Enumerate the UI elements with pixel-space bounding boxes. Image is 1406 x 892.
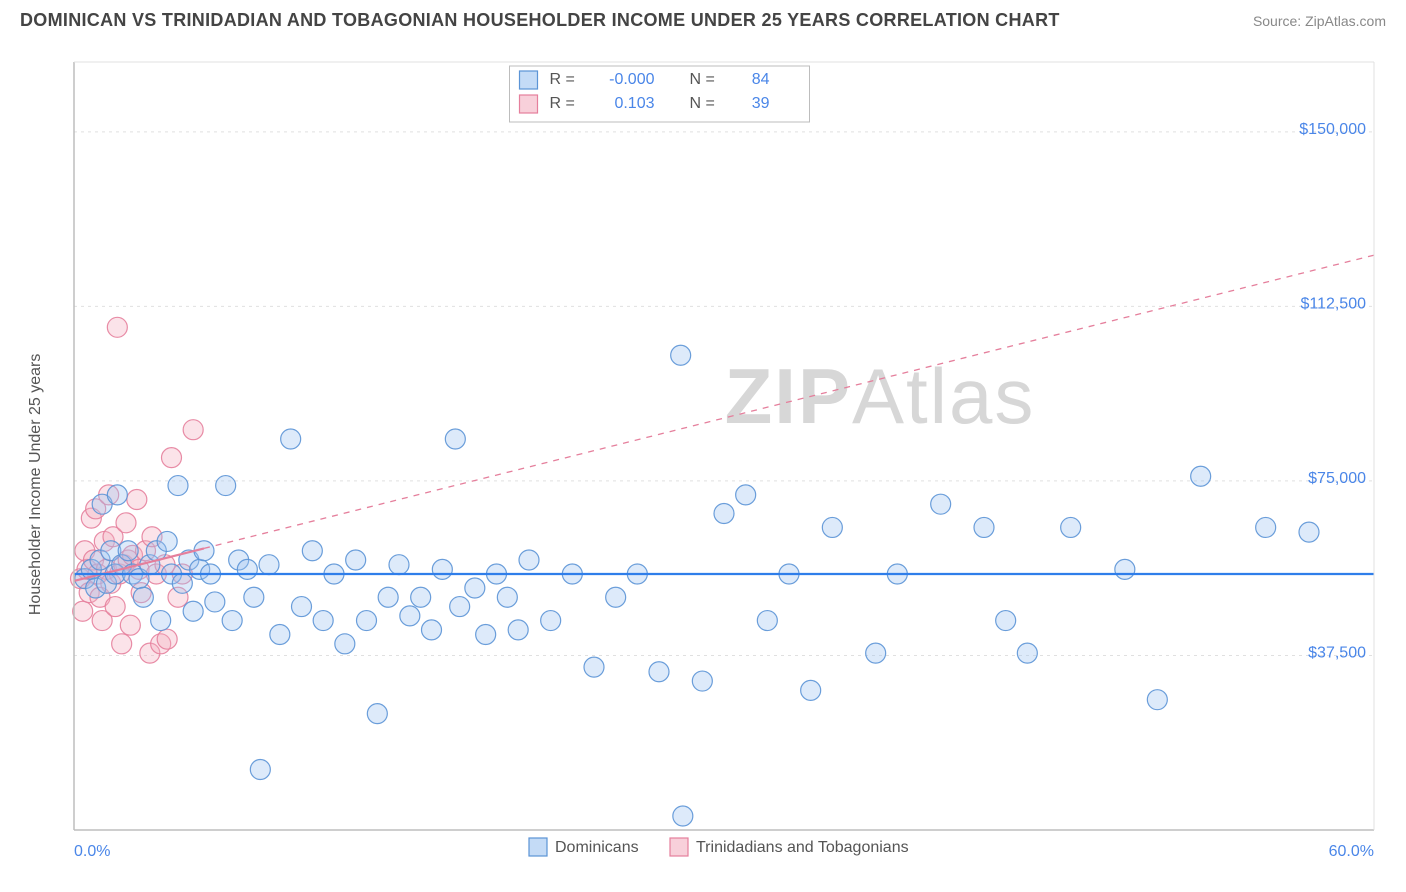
- scatter-point-dominican: [974, 517, 994, 537]
- scatter-point-dominican: [281, 429, 301, 449]
- scatter-point-dominican: [1256, 517, 1276, 537]
- scatter-point-dominican: [335, 634, 355, 654]
- scatter-point-dominican: [367, 704, 387, 724]
- scatter-point-dominican: [250, 759, 270, 779]
- scatter-point-dominican: [422, 620, 442, 640]
- scatter-point-dominican: [270, 625, 290, 645]
- scatter-point-dominican: [237, 559, 257, 579]
- scatter-point-trinidadian: [112, 634, 132, 654]
- scatter-point-dominican: [216, 476, 236, 496]
- scatter-point-dominican: [757, 611, 777, 631]
- scatter-point-dominican: [411, 587, 431, 607]
- stat-n-value: 84: [752, 71, 770, 88]
- legend-label: Dominicans: [555, 839, 639, 856]
- stat-n-value: 39: [752, 95, 770, 112]
- scatter-point-trinidadian: [183, 420, 203, 440]
- x-tick-label: 0.0%: [74, 843, 110, 860]
- scatter-point-dominican: [1147, 690, 1167, 710]
- scatter-point-dominican: [313, 611, 333, 631]
- scatter-point-dominican: [259, 555, 279, 575]
- scatter-point-dominican: [168, 476, 188, 496]
- scatter-point-dominican: [931, 494, 951, 514]
- scatter-point-dominican: [465, 578, 485, 598]
- scatter-point-dominican: [1191, 466, 1211, 486]
- scatter-point-dominican: [118, 541, 138, 561]
- stat-r-value: 0.103: [614, 95, 654, 112]
- scatter-point-dominican: [519, 550, 539, 570]
- legend-swatch: [670, 838, 688, 856]
- scatter-point-dominican: [222, 611, 242, 631]
- scatter-point-dominican: [450, 597, 470, 617]
- stats-swatch: [520, 95, 538, 113]
- scatter-point-dominican: [692, 671, 712, 691]
- scatter-point-dominican: [508, 620, 528, 640]
- scatter-point-dominican: [389, 555, 409, 575]
- scatter-point-dominican: [292, 597, 312, 617]
- stats-swatch: [520, 71, 538, 89]
- scatter-point-dominican: [107, 485, 127, 505]
- y-tick-label: $150,000: [1299, 121, 1366, 138]
- scatter-point-dominican: [736, 485, 756, 505]
- scatter-point-dominican: [541, 611, 561, 631]
- scatter-point-dominican: [1299, 522, 1319, 542]
- stat-n-label: N =: [690, 95, 715, 112]
- scatter-point-dominican: [584, 657, 604, 677]
- scatter-point-dominican: [244, 587, 264, 607]
- scatter-point-dominican: [346, 550, 366, 570]
- legend-label: Trinidadians and Tobagonians: [696, 839, 909, 856]
- scatter-point-dominican: [673, 806, 693, 826]
- scatter-point-trinidadian: [105, 597, 125, 617]
- scatter-point-dominican: [649, 662, 669, 682]
- scatter-point-trinidadian: [157, 629, 177, 649]
- y-tick-label: $112,500: [1300, 296, 1366, 313]
- scatter-point-dominican: [133, 587, 153, 607]
- stat-n-label: N =: [690, 71, 715, 88]
- chart-title: DOMINICAN VS TRINIDADIAN AND TOBAGONIAN …: [20, 10, 1060, 31]
- legend-swatch: [529, 838, 547, 856]
- plot-area: [74, 62, 1374, 830]
- scatter-point-dominican: [432, 559, 452, 579]
- scatter-point-dominican: [1017, 643, 1037, 663]
- scatter-point-dominican: [801, 680, 821, 700]
- scatter-point-dominican: [400, 606, 420, 626]
- scatter-point-dominican: [606, 587, 626, 607]
- scatter-point-dominican: [714, 503, 734, 523]
- scatter-point-dominican: [866, 643, 886, 663]
- scatter-point-dominican: [1061, 517, 1081, 537]
- scatter-point-dominican: [302, 541, 322, 561]
- source-attribution: Source: ZipAtlas.com: [1253, 13, 1386, 29]
- y-tick-label: $75,000: [1308, 470, 1366, 487]
- scatter-point-dominican: [357, 611, 377, 631]
- scatter-point-dominican: [1115, 559, 1135, 579]
- correlation-chart: ZIPAtlas $37,500 $75,000 $112,500 $150,000 0.…: [20, 42, 1386, 872]
- scatter-point-dominican: [822, 517, 842, 537]
- scatter-point-trinidadian: [116, 513, 136, 533]
- stat-r-value: -0.000: [609, 71, 654, 88]
- scatter-point-dominican: [183, 601, 203, 621]
- scatter-point-dominican: [378, 587, 398, 607]
- scatter-point-dominican: [172, 573, 192, 593]
- scatter-point-trinidadian: [107, 317, 127, 337]
- stat-r-label: R =: [550, 95, 575, 112]
- scatter-point-dominican: [671, 345, 691, 365]
- y-tick-label: $37,500: [1308, 645, 1366, 662]
- scatter-point-trinidadian: [120, 615, 140, 635]
- y-axis-label: Householder Income Under 25 years: [27, 354, 44, 615]
- scatter-point-dominican: [205, 592, 225, 612]
- stat-r-label: R =: [550, 71, 575, 88]
- scatter-point-dominican: [476, 625, 496, 645]
- scatter-point-trinidadian: [127, 490, 147, 510]
- scatter-point-dominican: [445, 429, 465, 449]
- scatter-point-dominican: [151, 611, 171, 631]
- scatter-point-dominican: [497, 587, 517, 607]
- scatter-point-trinidadian: [162, 448, 182, 468]
- scatter-point-dominican: [996, 611, 1016, 631]
- watermark: ZIPAtlas: [725, 352, 1036, 440]
- x-tick-label: 60.0%: [1329, 843, 1374, 860]
- scatter-point-trinidadian: [73, 601, 93, 621]
- scatter-point-dominican: [157, 531, 177, 551]
